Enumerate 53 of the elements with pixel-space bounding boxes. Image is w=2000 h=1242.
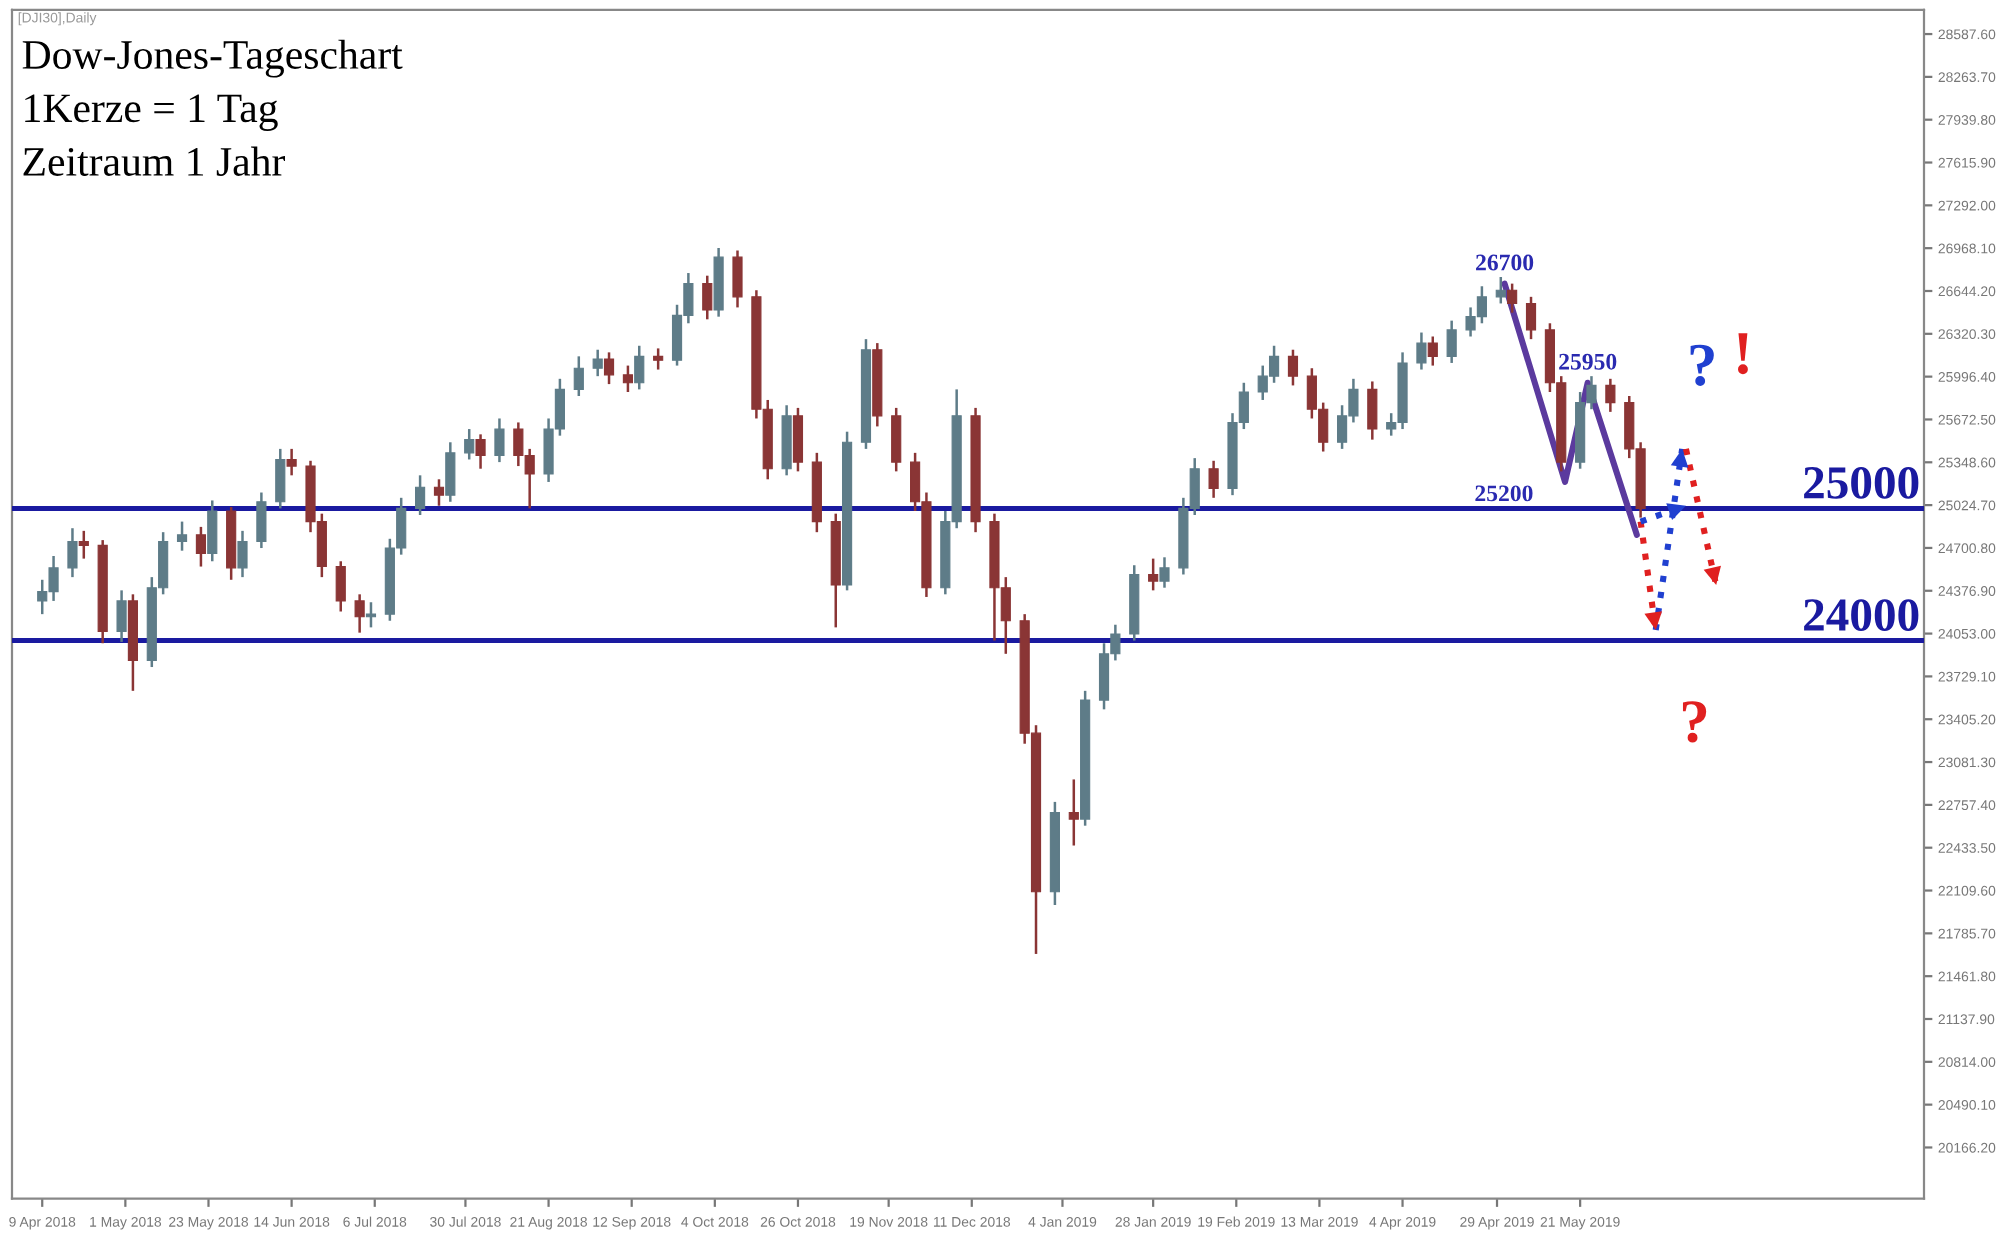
candlestick	[116, 589, 127, 644]
candlestick	[1148, 557, 1159, 592]
annotation: !	[1737, 333, 1748, 375]
candlestick	[433, 478, 445, 507]
text: Dow-Jones-Tageschart	[22, 39, 403, 78]
annotation: ?	[1690, 344, 1714, 387]
candlestick	[207, 499, 218, 563]
candlestick	[1605, 377, 1616, 414]
candlestick	[256, 491, 267, 550]
candlestick	[792, 406, 804, 473]
candlestick	[365, 601, 377, 629]
candlestick	[415, 474, 426, 517]
candlestick	[702, 274, 713, 321]
candlestick	[475, 433, 486, 470]
candlestick	[891, 406, 902, 473]
candlestick	[464, 427, 475, 461]
candlestick	[573, 355, 584, 398]
candlestick	[335, 560, 346, 613]
annotation: 25200	[1475, 485, 1533, 502]
candlestick	[1208, 459, 1219, 500]
candlestick	[176, 520, 188, 552]
candlestick	[275, 447, 286, 510]
candlestick	[1367, 380, 1378, 441]
candlestick	[1525, 295, 1537, 341]
annotation: 25950	[1559, 353, 1617, 370]
candlestick	[1446, 319, 1457, 365]
candlestick	[78, 529, 89, 560]
candlestick	[237, 529, 248, 579]
candlestick	[1287, 348, 1299, 387]
ref-line-label: 24000	[1804, 599, 1919, 631]
candlestick	[445, 441, 456, 504]
candlestick	[1068, 778, 1079, 847]
candlestick	[1427, 335, 1438, 367]
text: 1Kerze = 1 Tag	[25, 94, 278, 131]
candlestick	[67, 526, 78, 579]
candlestick	[732, 249, 743, 309]
candlestick	[494, 417, 505, 464]
candlestick	[653, 347, 664, 371]
annotation: ?	[1682, 701, 1707, 743]
candlestick	[634, 344, 645, 391]
candlestick	[354, 593, 365, 634]
candlestick	[286, 447, 297, 477]
annotation: Zeitraum 1 Jahr	[23, 146, 285, 176]
candlestick	[592, 348, 603, 378]
candlestick	[1159, 556, 1170, 589]
candlestick	[1495, 275, 1506, 305]
candlestick	[603, 351, 615, 386]
annotation: 26700	[1476, 254, 1534, 271]
candlestick	[1416, 331, 1427, 371]
candlestick	[195, 525, 207, 568]
ref-line-label: 25000	[1804, 466, 1919, 499]
candlestick	[1507, 282, 1518, 314]
candlestick	[622, 364, 634, 394]
